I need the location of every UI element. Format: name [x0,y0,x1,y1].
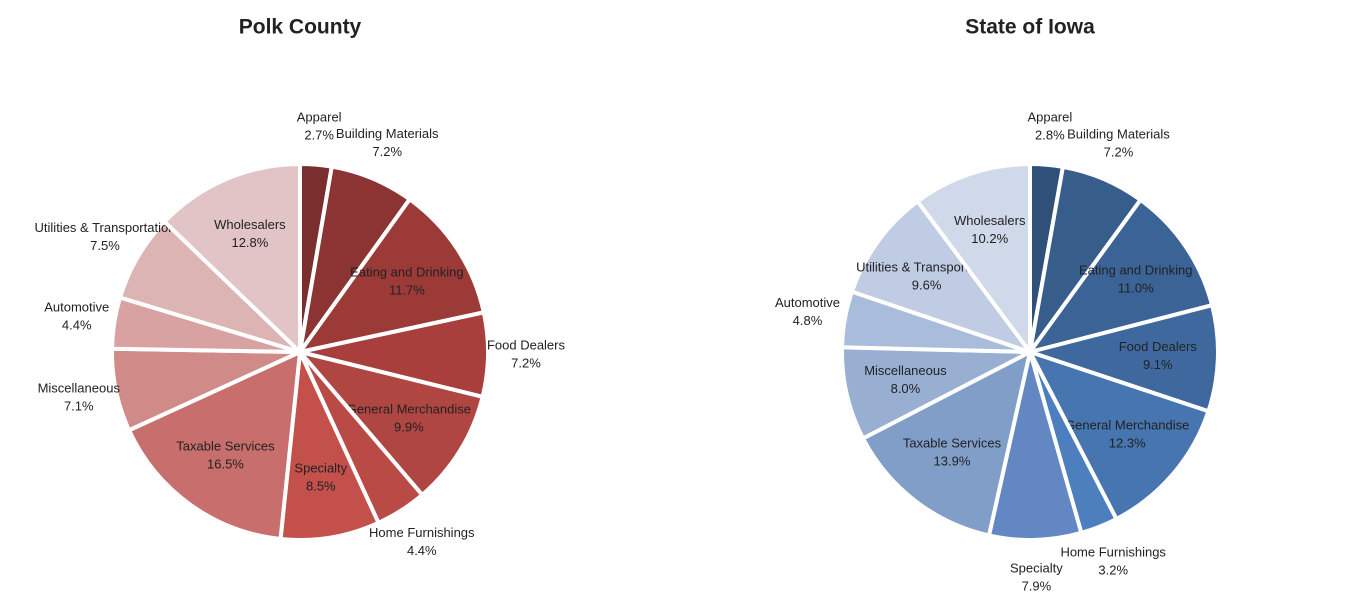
slice-value-label: 7.2% [511,356,541,371]
slice-label: Eating and Drinking [1079,263,1192,278]
slice-label: General Merchandise [347,401,471,416]
slice-value-label: 3.2% [1098,563,1128,578]
slice-label: Wholesalers [214,217,286,232]
slice-label: Taxable Services [903,436,1002,451]
pie-slice [294,348,486,498]
slice-label: Automotive [775,295,840,310]
slice-value-label: 7.2% [1104,144,1134,159]
pie-slice [1022,302,1220,414]
slice-label: Apparel [297,109,342,124]
slice-value-label: 10.2% [971,231,1008,246]
pie-slice [849,198,1036,356]
slice-label: Apparel [1027,109,1072,124]
slice-value-label: 2.7% [304,127,334,142]
pie-slice [1025,197,1215,356]
chart-title: Polk County [239,16,362,39]
slice-value-label: 7.9% [1022,578,1052,593]
slice-value-label: 9.9% [394,419,424,434]
chart-title: State of Iowa [965,16,1095,39]
slice-label: Building Materials [336,126,439,141]
slice-label: Building Materials [1067,126,1170,141]
slice-value-label: 9.1% [1143,357,1173,372]
slice-value-label: 8.5% [306,479,336,494]
slice-value-label: 16.5% [207,456,244,471]
slice-label: General Merchandise [1065,417,1189,432]
slice-value-label: 11.7% [389,282,425,297]
slice-value-label: 7.2% [372,144,402,159]
slice-label: Food Dealers [1119,339,1198,354]
slice-label: Home Furnishings [1060,545,1166,560]
pie-slice [860,348,1033,538]
slice-value-label: 4.4% [62,317,92,332]
slice-value-label: 7.1% [64,399,94,414]
slice-value-label: 11.0% [1118,281,1154,296]
pie-slice [126,348,303,542]
slice-label: Utilities & Transportation [35,220,176,235]
slice-value-label: 8.0% [891,381,921,396]
slice-label: Wholesalers [954,213,1026,228]
slice-value-label: 12.3% [1109,435,1146,450]
slice-label: Food Dealers [487,338,566,353]
pie-slice [295,196,487,356]
slice-value-label: 9.6% [912,277,942,292]
slice-value-label: 7.5% [90,238,120,253]
slice-label: Eating and Drinking [350,264,463,279]
slice-value-label: 4.4% [407,543,437,558]
slice-label: Specialty [294,461,347,476]
pie-slice [161,161,302,357]
slice-label: Specialty [1010,560,1063,575]
slice-value-label: 2.8% [1035,127,1065,142]
slice-value-label: 12.8% [231,235,268,250]
pie-slice [1025,348,1211,522]
slice-label: Automotive [44,299,109,314]
slice-label: Taxable Services [176,438,275,453]
slice-label: Home Furnishings [369,525,475,540]
slice-label: Miscellaneous [38,381,121,396]
slice-value-label: 4.8% [793,313,823,328]
slice-label: Miscellaneous [864,363,947,378]
pie-slice [914,161,1032,359]
slice-value-label: 13.9% [934,454,971,469]
